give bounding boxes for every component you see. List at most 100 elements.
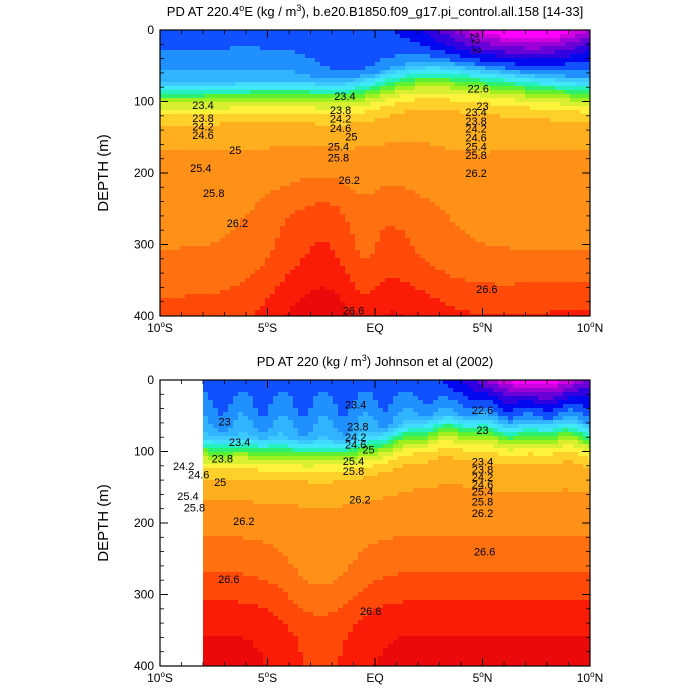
contour-cell bbox=[495, 270, 501, 275]
contour-cell bbox=[255, 278, 261, 283]
contour-cell bbox=[175, 138, 181, 143]
contour-cell bbox=[175, 194, 181, 199]
contour-cell bbox=[165, 202, 171, 207]
contour-cell bbox=[330, 110, 336, 115]
contour-cell bbox=[480, 118, 486, 123]
contour-cell bbox=[290, 246, 296, 251]
contour-cell bbox=[375, 214, 381, 219]
contour-cell bbox=[340, 62, 346, 67]
contour-cell bbox=[340, 206, 346, 211]
contour-cell bbox=[390, 246, 396, 251]
contour-cell bbox=[205, 202, 211, 207]
contour-cell bbox=[445, 202, 451, 207]
contour-cell bbox=[185, 54, 191, 59]
contour-cell bbox=[335, 150, 341, 155]
contour-cell bbox=[180, 258, 186, 263]
contour-cell bbox=[450, 70, 456, 75]
contour-cell bbox=[305, 210, 311, 215]
contour-cell bbox=[205, 290, 211, 295]
contour-cell bbox=[395, 162, 401, 167]
contour-cell bbox=[225, 126, 231, 131]
contour-cell bbox=[230, 182, 236, 187]
contour-cell bbox=[300, 250, 306, 255]
contour-cell bbox=[470, 262, 476, 267]
contour-cell bbox=[230, 118, 236, 123]
contour-cell bbox=[480, 74, 486, 79]
contour-cell bbox=[260, 134, 266, 139]
contour-cell bbox=[430, 178, 436, 183]
contour-cell bbox=[445, 290, 451, 295]
contour-cell bbox=[350, 102, 356, 107]
contour-cell bbox=[320, 38, 326, 43]
contour-cell bbox=[235, 242, 241, 247]
contour-cell bbox=[470, 78, 476, 83]
contour-cell bbox=[490, 102, 496, 107]
contour-cell bbox=[165, 286, 171, 291]
contour-cell bbox=[285, 206, 291, 211]
contour-cell bbox=[380, 254, 386, 259]
contour-cell bbox=[215, 210, 221, 215]
contour-cell bbox=[380, 90, 386, 95]
contour-cell bbox=[175, 226, 181, 231]
contour-cell bbox=[165, 150, 171, 155]
contour-cell bbox=[300, 30, 306, 35]
contour-cell bbox=[495, 234, 501, 239]
contour-cell bbox=[485, 114, 491, 119]
contour-cell bbox=[450, 86, 456, 91]
contour-cell bbox=[470, 42, 476, 47]
contour-cell bbox=[200, 202, 206, 207]
contour-cell bbox=[190, 206, 196, 211]
contour-cell bbox=[220, 62, 226, 67]
contour-cell bbox=[310, 78, 316, 83]
contour-cell bbox=[350, 138, 356, 143]
contour-cell bbox=[170, 102, 176, 107]
contour-cell bbox=[350, 122, 356, 127]
contour-cell bbox=[380, 302, 386, 307]
contour-cell bbox=[455, 270, 461, 275]
contour-cell bbox=[495, 242, 501, 247]
contour-cell bbox=[325, 86, 331, 91]
contour-cell bbox=[250, 86, 256, 91]
contour-cell bbox=[285, 106, 291, 111]
contour-cell bbox=[485, 198, 491, 203]
contour-cell bbox=[405, 190, 411, 195]
contour-cell bbox=[340, 102, 346, 107]
contour-cell bbox=[195, 218, 201, 223]
contour-cell bbox=[240, 34, 246, 39]
contour-cell bbox=[315, 218, 321, 223]
contour-cell bbox=[430, 190, 436, 195]
contour-cell bbox=[180, 106, 186, 111]
contour-cell bbox=[260, 282, 266, 287]
contour-cell bbox=[190, 166, 196, 171]
contour-cell bbox=[220, 110, 226, 115]
contour-cell bbox=[265, 258, 271, 263]
contour-cell bbox=[185, 174, 191, 179]
contour-cell bbox=[385, 118, 391, 123]
contour-cell bbox=[250, 190, 256, 195]
contour-cell bbox=[270, 190, 276, 195]
contour-cell bbox=[260, 218, 266, 223]
contour-cell bbox=[365, 118, 371, 123]
contour-cell bbox=[235, 250, 241, 255]
contour-cell bbox=[395, 210, 401, 215]
contour-cell bbox=[440, 274, 446, 279]
contour-cell bbox=[185, 202, 191, 207]
contour-cell bbox=[305, 158, 311, 163]
contour-cell bbox=[235, 42, 241, 47]
contour-cell bbox=[325, 186, 331, 191]
contour-cell bbox=[280, 222, 286, 227]
contour-cell bbox=[275, 222, 281, 227]
contour-cell bbox=[500, 66, 506, 71]
contour-cell bbox=[460, 46, 466, 51]
contour-cell bbox=[350, 242, 356, 247]
contour-cell bbox=[470, 82, 476, 87]
contour-cell bbox=[320, 146, 326, 151]
contour-cell bbox=[380, 114, 386, 119]
contour-cell bbox=[365, 262, 371, 267]
contour-cell bbox=[505, 42, 511, 47]
contour-cell bbox=[310, 222, 316, 227]
contour-cell bbox=[315, 82, 321, 87]
contour-cell bbox=[330, 94, 336, 99]
contour-cell bbox=[370, 34, 376, 39]
contour-cell bbox=[450, 230, 456, 235]
